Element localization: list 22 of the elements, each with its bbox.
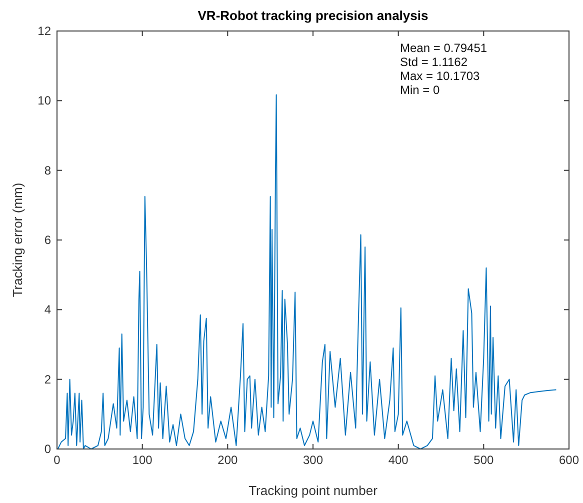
y-tick-label: 8 [44,163,52,178]
annotation: Max = 10.1703 [400,69,480,83]
y-tick-label: 12 [38,24,52,38]
y-tick-label: 2 [44,372,52,386]
x-tick-label: 400 [388,453,409,467]
y-tick-label: 4 [44,302,52,317]
y-tick-label: 0 [44,442,52,456]
annotation: Min = 0 [400,83,440,97]
x-tick-label: 100 [132,453,153,467]
y-axis-title: Tracking error (mm) [10,182,25,298]
y-tick-label: 10 [38,94,52,108]
y-tick-label: 6 [44,233,52,247]
x-tick-label: 0 [54,453,61,467]
x-tick-label: 300 [302,453,324,467]
x-tick-label: 600 [558,453,580,467]
chart-title: VR-Robot tracking precision analysis [198,8,428,23]
annotation: Std = 1.1162 [400,55,468,69]
annotation: Mean = 0.79451 [400,41,488,55]
x-axis-title: Tracking point number [248,483,378,498]
x-tick-label: 200 [218,453,238,467]
line-series [57,94,557,450]
x-tick-label: 500 [474,453,494,467]
